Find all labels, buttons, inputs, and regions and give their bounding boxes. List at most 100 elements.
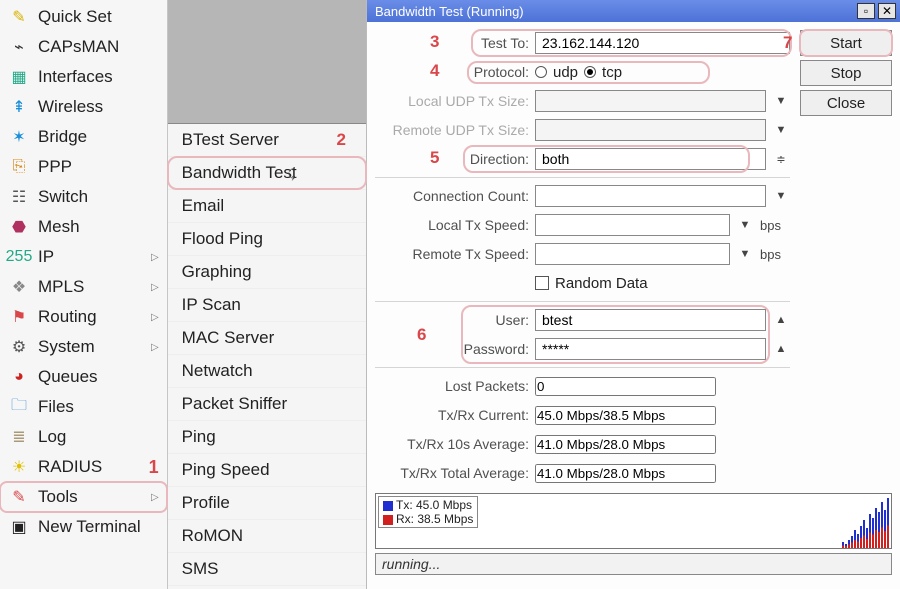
menu-item-quick-set[interactable]: ✎Quick Set <box>0 2 167 32</box>
chart-legend: Tx: 45.0 Mbps Rx: 38.5 Mbps <box>378 496 478 528</box>
menu-label: MPLS <box>38 277 143 297</box>
tools-icon: ✎ <box>8 486 30 508</box>
submenu-indicator-icon: ▷ <box>151 282 159 293</box>
txrx-avgtot-value <box>535 464 716 483</box>
menu-item-new-terminal[interactable]: ▣New Terminal <box>0 512 167 542</box>
submenu-item-romon[interactable]: RoMON <box>168 520 366 553</box>
radius-icon: ☀ <box>8 456 30 478</box>
submenu-item-graphing[interactable]: Graphing <box>168 256 366 289</box>
files-icon: 🗀 <box>8 396 30 418</box>
annotation-4: 4 <box>430 61 439 81</box>
bps-unit: bps <box>760 247 790 262</box>
submenu-item-btest-server[interactable]: BTest Server2 <box>168 124 366 157</box>
direction-label: Direction: <box>375 151 535 167</box>
submenu-header-placeholder <box>168 0 366 124</box>
wireless-icon: ⇞ <box>8 96 30 118</box>
menu-item-bridge[interactable]: ✶Bridge <box>0 122 167 152</box>
menu-item-tools[interactable]: ✎Tools▷ <box>0 482 167 512</box>
mesh-icon: ⬣ <box>8 216 30 238</box>
submenu-item-packet-sniffer[interactable]: Packet Sniffer <box>168 388 366 421</box>
menu-item-interfaces[interactable]: ▦Interfaces <box>0 62 167 92</box>
dropdown-icon[interactable]: ▼ <box>772 185 790 207</box>
submenu-item-profile[interactable]: Profile <box>168 487 366 520</box>
menu-item-ip[interactable]: 255IP▷ <box>0 242 167 272</box>
remote-udp-label: Remote UDP Tx Size: <box>375 122 535 138</box>
minimize-button[interactable]: ▫ <box>857 3 875 19</box>
stop-button-label: Stop <box>831 65 862 82</box>
password-input[interactable] <box>535 338 766 360</box>
submenu-item-email[interactable]: Email <box>168 190 366 223</box>
collapse-icon[interactable]: ▲ <box>772 309 790 331</box>
stop-button[interactable]: Stop <box>800 60 892 86</box>
queues-icon: ◕ <box>8 366 30 388</box>
start-button[interactable]: 7 Start <box>800 30 892 56</box>
collapse-icon[interactable]: ▲ <box>772 338 790 360</box>
quick-set-icon: ✎ <box>8 6 30 28</box>
direction-dropdown-icon[interactable]: ≑ <box>772 148 790 170</box>
submenu-item-sms[interactable]: SMS <box>168 553 366 586</box>
close-x-button[interactable]: ✕ <box>878 3 896 19</box>
local-udp-input <box>535 90 766 112</box>
dropdown-icon[interactable]: ▼ <box>736 243 754 265</box>
submenu-item-mac-server[interactable]: MAC Server <box>168 322 366 355</box>
user-input[interactable] <box>535 309 766 331</box>
submenu-item-ping[interactable]: Ping <box>168 421 366 454</box>
menu-item-radius[interactable]: ☀RADIUS1 <box>0 452 167 482</box>
user-label: User: <box>375 312 535 328</box>
menu-item-ppp[interactable]: ⎘PPP <box>0 152 167 182</box>
menu-label: Wireless <box>38 97 159 117</box>
menu-item-log[interactable]: ≣Log <box>0 422 167 452</box>
tcp-label: tcp <box>602 64 622 81</box>
submenu-item-flood-ping[interactable]: Flood Ping <box>168 223 366 256</box>
menu-item-queues[interactable]: ◕Queues <box>0 362 167 392</box>
window-title: Bandwidth Test (Running) <box>375 4 854 19</box>
dropdown-icon[interactable]: ▼ <box>736 214 754 236</box>
txrx-current-value <box>535 406 716 425</box>
menu-label: Switch <box>38 187 159 207</box>
menu-item-switch[interactable]: ☷ Switch <box>0 182 167 212</box>
menu-label: Bridge <box>38 127 159 147</box>
close-button[interactable]: Close <box>800 90 892 116</box>
menu-item-routing[interactable]: ⚑Routing▷ <box>0 302 167 332</box>
bps-unit: bps <box>760 218 790 233</box>
menu-item-system[interactable]: ⚙System▷ <box>0 332 167 362</box>
submenu-item-bandwidth-test[interactable]: Bandwidth Test⤹ <box>168 157 366 190</box>
test-to-input[interactable] <box>535 32 790 54</box>
submenu-indicator-icon: ▷ <box>151 342 159 353</box>
window-titlebar[interactable]: Bandwidth Test (Running) ▫ ✕ <box>367 0 900 22</box>
tools-submenu: BTest Server2Bandwidth Test⤹EmailFlood P… <box>168 124 366 589</box>
switch-icon: ☷ <box>8 186 30 208</box>
protocol-udp-radio[interactable] <box>535 66 547 78</box>
menu-item-capsman[interactable]: ⌁CAPsMAN <box>0 32 167 62</box>
protocol-tcp-radio[interactable] <box>584 66 596 78</box>
dialog-buttons: 7 Start Stop Close <box>800 30 892 489</box>
menu-item-wireless[interactable]: ⇞ Wireless <box>0 92 167 122</box>
submenu-item-ping-speed[interactable]: Ping Speed <box>168 454 366 487</box>
mpls-icon: ❖ <box>8 276 30 298</box>
menu-item-mesh[interactable]: ⬣Mesh <box>0 212 167 242</box>
random-data-checkbox[interactable] <box>535 276 549 290</box>
test-to-label: Test To: <box>375 35 535 51</box>
local-tx-label: Local Tx Speed: <box>375 217 535 233</box>
submenu-indicator-icon: ▷ <box>151 492 159 503</box>
local-tx-input[interactable] <box>535 214 730 236</box>
menu-item-mpls[interactable]: ❖ MPLS ▷ <box>0 272 167 302</box>
submenu-item-netwatch[interactable]: Netwatch <box>168 355 366 388</box>
ip-icon: 255 <box>8 246 30 268</box>
capsman-icon: ⌁ <box>8 36 30 58</box>
remote-tx-input[interactable] <box>535 243 730 265</box>
menu-label: Files <box>38 397 159 417</box>
udp-label: udp <box>553 64 578 81</box>
new-terminal-icon: ▣ <box>8 516 30 538</box>
menu-item-files[interactable]: 🗀 Files <box>0 392 167 422</box>
menu-label: IP <box>38 247 143 267</box>
direction-select[interactable] <box>535 148 766 170</box>
annotation-3: 3 <box>430 32 439 52</box>
submenu-item-ip-scan[interactable]: IP Scan <box>168 289 366 322</box>
menu-label: Log <box>38 427 159 447</box>
txrx-current-label: Tx/Rx Current: <box>375 407 535 423</box>
txrx-avg10-label: Tx/Rx 10s Average: <box>375 436 535 452</box>
tools-submenu-panel: BTest Server2Bandwidth Test⤹EmailFlood P… <box>168 0 367 589</box>
menu-label: Routing <box>38 307 143 327</box>
conn-count-input[interactable] <box>535 185 766 207</box>
